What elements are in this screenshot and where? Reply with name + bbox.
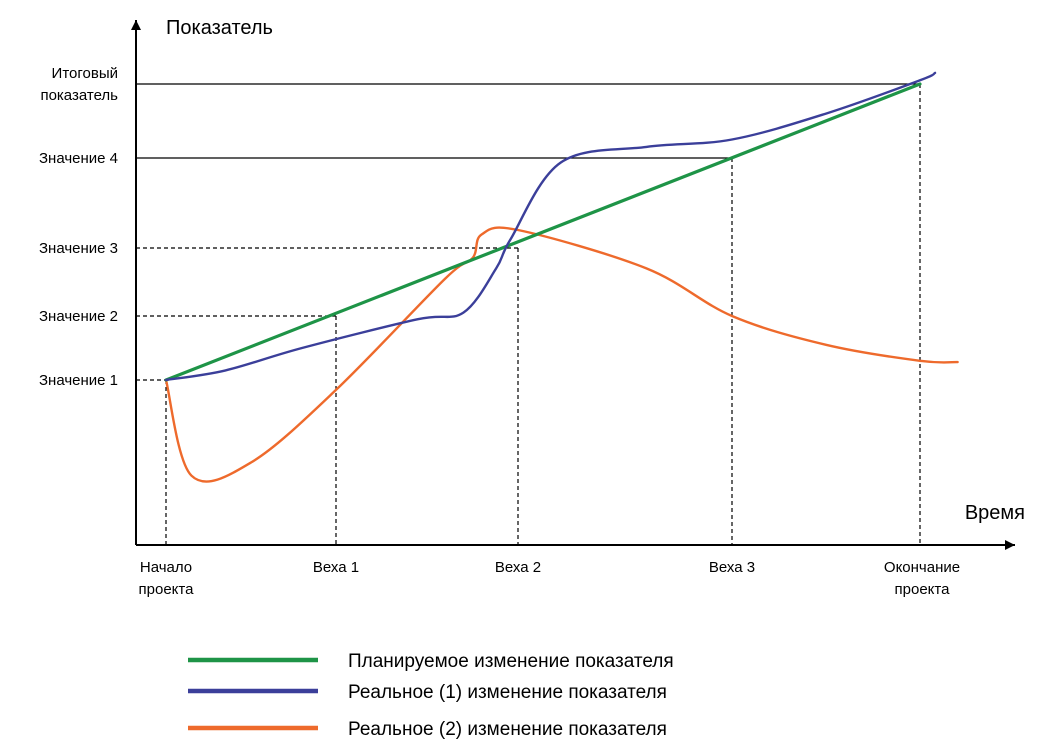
legend-label-planned: Планируемое изменение показателя — [348, 651, 674, 672]
y-tick-label: Значение 4 — [39, 150, 118, 167]
x-tick-label: Окончание проекта — [884, 559, 960, 598]
x-tick-line: Окончание — [884, 559, 960, 576]
series-line-real-2 — [166, 228, 958, 482]
y-tick-label: Значение 1 — [39, 372, 118, 389]
x-tick-label: Веха 1 — [313, 559, 359, 576]
x-tick-label: Веха 2 — [495, 559, 541, 576]
x-tick-label: Веха 3 — [709, 559, 755, 576]
x-tick-line: Веха 3 — [709, 559, 755, 576]
y-tick-line: Значение 4 — [39, 150, 118, 167]
legend-label-real-2: Реальное (2) изменение показателя — [348, 719, 667, 740]
y-tick-label: Значение 2 — [39, 308, 118, 325]
y-tick-label: Значение 3 — [39, 240, 118, 257]
y-tick-line: Итоговый — [52, 65, 118, 82]
x-tick-labels: Начало проекта Веха 1 Веха 2 Веха 3 Окончание… — [139, 559, 961, 598]
x-tick-line: Веха 2 — [495, 559, 541, 576]
x-tick-line: Начало — [140, 559, 192, 576]
series-line-planned — [166, 84, 920, 380]
x-tick-line: проекта — [895, 581, 951, 598]
y-tick-line: показатель — [40, 87, 118, 104]
x-tick-label: Начало проекта — [139, 559, 195, 598]
series-lines — [166, 73, 958, 482]
x-axis-title: Время — [965, 502, 1025, 524]
legend-label-real-1: Реальное (1) изменение показателя — [348, 682, 667, 703]
legend: Планируемое изменение показателя Реально… — [188, 651, 674, 740]
x-tick-line: проекта — [139, 581, 195, 598]
y-tick-line: Значение 1 — [39, 372, 118, 389]
x-tick-line: Веха 1 — [313, 559, 359, 576]
y-tick-line: Значение 2 — [39, 308, 118, 325]
y-tick-label: Итоговый показатель — [40, 65, 118, 104]
y-axis-title: Показатель — [166, 17, 273, 39]
reference-lines — [136, 84, 920, 545]
y-tick-labels: Значение 1 Значение 2 Значение 3 Значение 4… — [39, 65, 118, 389]
y-tick-line: Значение 3 — [39, 240, 118, 257]
